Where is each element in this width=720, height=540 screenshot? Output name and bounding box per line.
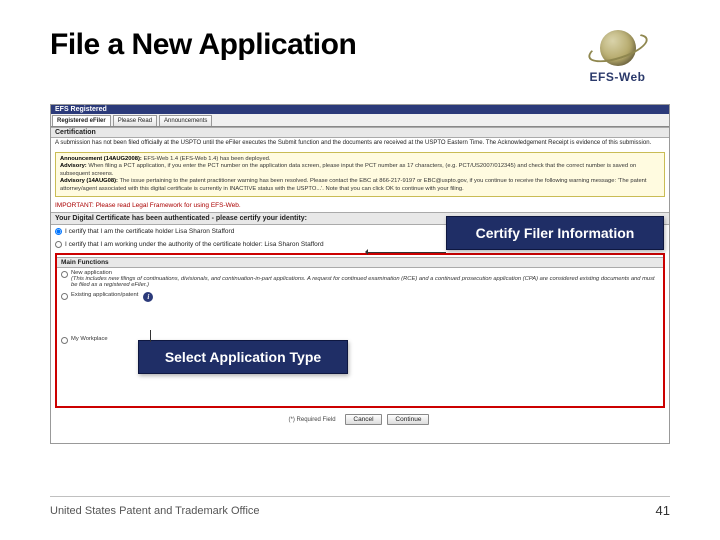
cancel-button[interactable]: Cancel	[345, 414, 381, 425]
callout-certify-pointer	[366, 252, 446, 253]
radio-new-application[interactable]	[61, 271, 68, 278]
fn-existing-label: Existing application/patent	[71, 292, 138, 298]
logo-text: EFS-Web	[590, 70, 646, 84]
tab-please-read[interactable]: Please Read	[113, 115, 157, 126]
page-title: File a New Application	[50, 28, 356, 62]
fn-new-note: (This includes new filings of continuati…	[71, 276, 655, 288]
submission-note: A submission has not been filed official…	[51, 138, 669, 150]
efs-screenshot: EFS Registered Registered eFiler Please …	[50, 104, 670, 444]
callout-certify: Certify Filer Information	[446, 216, 664, 250]
main-functions-highlight: Main Functions New application (This inc…	[55, 253, 665, 408]
callout-select: Select Application Type	[138, 340, 348, 374]
tab-registered[interactable]: Registered eFiler	[52, 115, 111, 126]
footer-org: United States Patent and Trademark Offic…	[50, 505, 260, 517]
radio-my-workplace[interactable]	[61, 337, 68, 344]
warning-box: Announcement (14AUG2008): EFS-Web 1.4 (E…	[55, 152, 665, 198]
radio-cert-authority[interactable]	[55, 241, 62, 248]
radio-existing-application[interactable]	[61, 293, 68, 300]
main-functions-bar: Main Functions	[57, 257, 663, 268]
fn-existing-application[interactable]: Existing application/patent i	[57, 290, 663, 304]
certification-section: Certification	[51, 127, 669, 138]
slide-footer: United States Patent and Trademark Offic…	[50, 496, 670, 518]
callout-select-pointer	[150, 330, 151, 342]
radio-cert-authority-label: I certify that I am working under the au…	[65, 241, 324, 248]
fn-workplace-label: My Workplace	[71, 336, 108, 342]
button-row: (*) Required Field Cancel Continue	[51, 408, 669, 429]
continue-button[interactable]: Continue	[387, 414, 429, 425]
tab-row: Registered eFiler Please Read Announceme…	[51, 114, 669, 127]
fn-new-application[interactable]: New application (This includes new filin…	[57, 268, 663, 290]
radio-cert-holder[interactable]	[55, 228, 62, 235]
required-field-label: (*) Required Field	[289, 417, 336, 423]
page-number: 41	[656, 503, 670, 518]
radio-cert-holder-label: I certify that I am the certificate hold…	[65, 228, 234, 235]
globe-icon	[600, 30, 636, 66]
info-icon[interactable]: i	[143, 292, 153, 302]
tab-announcements[interactable]: Announcements	[159, 115, 212, 126]
important-note: IMPORTANT: Please read Legal Framework f…	[51, 199, 669, 212]
efs-web-logo: EFS-Web	[565, 28, 670, 86]
efs-header-bar: EFS Registered	[51, 105, 669, 114]
